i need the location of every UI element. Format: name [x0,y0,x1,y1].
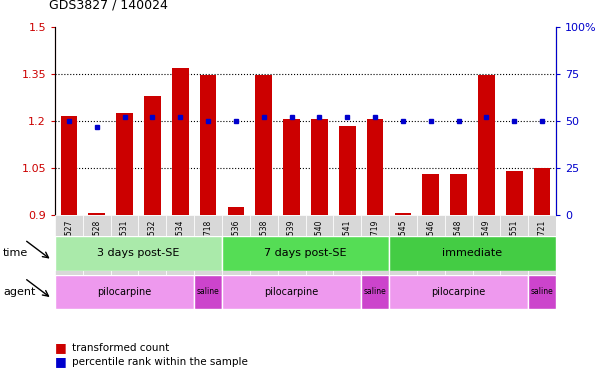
Bar [389,236,556,271]
Bar [445,215,472,275]
Text: GSM367534: GSM367534 [176,220,185,266]
Bar [361,275,389,309]
Text: agent: agent [3,287,35,297]
Bar [389,215,417,275]
Bar [367,119,384,215]
Text: GSM367718: GSM367718 [203,220,213,266]
Text: GSM367536: GSM367536 [232,220,240,266]
Bar [255,76,272,215]
Text: ■: ■ [55,355,67,368]
Bar [284,119,300,215]
Bar [361,215,389,275]
Text: GSM367538: GSM367538 [259,220,268,266]
Bar [389,275,528,309]
Bar [311,119,327,215]
Text: pilocarpine: pilocarpine [97,287,152,297]
Text: 7 days post-SE: 7 days post-SE [264,248,347,258]
Bar [111,215,139,275]
Text: GDS3827 / 140024: GDS3827 / 140024 [49,0,168,12]
Bar [227,207,244,215]
Bar [422,174,439,215]
Text: percentile rank within the sample: percentile rank within the sample [72,357,248,367]
Text: GSM367546: GSM367546 [426,220,435,266]
Text: transformed count: transformed count [72,343,169,353]
Text: GSM367540: GSM367540 [315,220,324,266]
Bar [506,171,522,215]
Bar [250,215,277,275]
Text: saline: saline [364,287,387,296]
Bar [222,236,389,271]
Bar [116,113,133,215]
Bar [60,116,77,215]
Bar [194,275,222,309]
Bar [528,275,556,309]
Text: GSM367719: GSM367719 [371,220,379,266]
Text: GSM367531: GSM367531 [120,220,129,266]
Bar [166,215,194,275]
Bar [222,215,250,275]
Bar [55,236,222,271]
Text: pilocarpine: pilocarpine [265,287,319,297]
Text: GSM367549: GSM367549 [482,220,491,266]
Text: ■: ■ [55,341,67,354]
Bar [83,215,111,275]
Bar [450,174,467,215]
Bar [500,215,528,275]
Text: saline: saline [197,287,219,296]
Bar [472,215,500,275]
Bar [194,215,222,275]
Text: GSM367528: GSM367528 [92,220,101,266]
Bar [528,215,556,275]
Bar [478,76,495,215]
Text: immediate: immediate [442,248,503,258]
Text: 3 days post-SE: 3 days post-SE [97,248,180,258]
Text: GSM367541: GSM367541 [343,220,352,266]
Text: GSM367545: GSM367545 [398,220,408,266]
Text: pilocarpine: pilocarpine [431,287,486,297]
Text: GSM367532: GSM367532 [148,220,157,266]
Text: time: time [3,248,28,258]
Bar [334,215,361,275]
Bar [200,76,216,215]
Bar [534,168,551,215]
Bar [144,96,161,215]
Text: GSM367551: GSM367551 [510,220,519,266]
Text: GSM367721: GSM367721 [538,220,547,266]
Text: GSM367539: GSM367539 [287,220,296,266]
Text: GSM367548: GSM367548 [454,220,463,266]
Bar [172,68,189,215]
Bar [277,215,306,275]
Bar [417,215,445,275]
Text: GSM367527: GSM367527 [64,220,73,266]
Bar [395,214,411,215]
Bar [89,214,105,215]
Bar [306,215,334,275]
Bar [339,126,356,215]
Bar [139,215,166,275]
Text: saline: saline [531,287,554,296]
Bar [222,275,361,309]
Bar [55,215,83,275]
Bar [55,275,194,309]
